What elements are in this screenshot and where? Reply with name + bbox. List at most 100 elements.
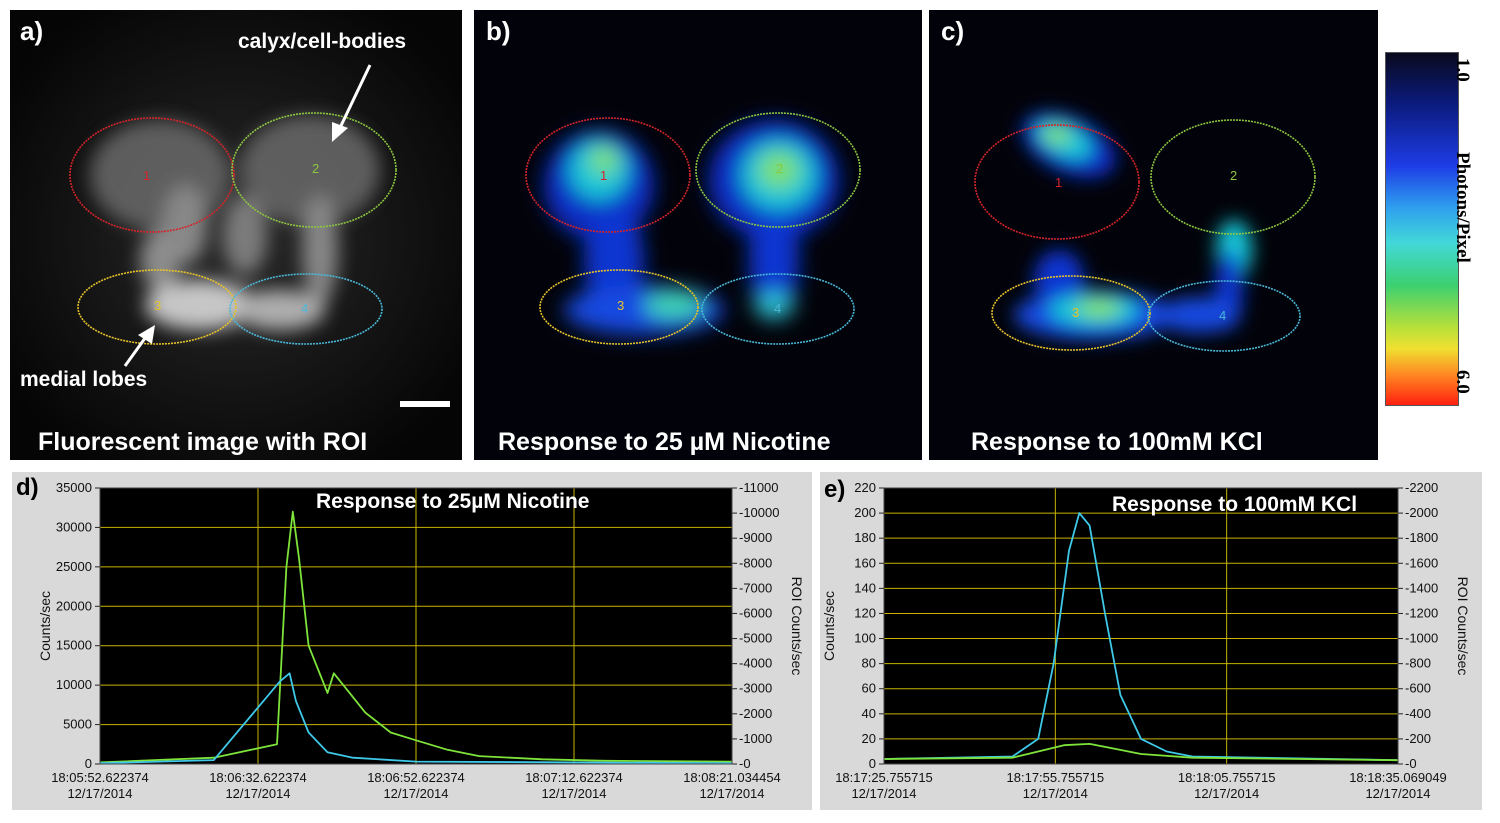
roi-2-label: 2 [776, 161, 783, 176]
series-line-green [99, 510, 733, 764]
roi-2-label: 2 [1230, 168, 1237, 183]
y2-tick-label: -800 [1405, 656, 1431, 671]
series-line-cyan [883, 512, 1399, 762]
y2-tick-label: -2000 [1405, 505, 1438, 520]
chart-d-title: Response to 25µM Nicotine [316, 490, 590, 513]
x-tick-label: 18:08:21.034454 [683, 770, 781, 785]
plot-area [884, 488, 1398, 764]
y2-tick-label: -5000 [739, 631, 772, 646]
x-tick-date: 12/17/2014 [1365, 786, 1430, 801]
annotation-medial-lobes: medial lobes [20, 368, 148, 391]
panel-label-b: b) [486, 16, 511, 46]
y-tick-label: 140 [854, 580, 876, 595]
y-tick-label: 80 [862, 656, 876, 671]
roi-1-label: 1 [600, 168, 607, 183]
x-tick-label: 18:07:12.622374 [525, 770, 623, 785]
y-tick-label: 0 [869, 756, 876, 771]
x-tick-label: 18:17:25.755715 [835, 770, 933, 785]
colorbar-gradient [1385, 52, 1459, 406]
roi-3-label: 3 [1072, 305, 1079, 320]
kcl-response-image: 1 2 3 4 [929, 10, 1378, 460]
y2-tick-label: -600 [1405, 681, 1431, 696]
roi-2-label: 2 [312, 161, 319, 176]
roi-4-label: 4 [301, 301, 308, 316]
y2-tick-label: -1000 [1405, 631, 1438, 646]
y2-tick-label: -400 [1405, 706, 1431, 721]
y-tick-label: 20000 [56, 598, 92, 613]
y-tick-label: 0 [85, 756, 92, 771]
chart-e: 0 20 40 60 80 100 120 140 160 180 200 220 -0 -200 -400… [820, 472, 1482, 810]
x-tick-date: 12/17/2014 [541, 786, 606, 801]
colorbar-top-tick: 1.0 [1452, 58, 1473, 82]
annotation-calyx: calyx/cell-bodies [238, 30, 407, 53]
y2-tick-label: -4000 [739, 656, 772, 671]
chart-d-label: d) [16, 474, 39, 501]
panel-c: 1 2 3 4 c) Response to 100mM KCl [929, 10, 1378, 460]
x-tick-date: 12/17/2014 [1194, 786, 1259, 801]
panel-label-c: c) [941, 16, 965, 46]
y-axis-label: Counts/sec [37, 591, 53, 661]
x-tick-date: 12/17/2014 [851, 786, 916, 801]
x-tick-date: 12/17/2014 [383, 786, 448, 801]
y-tick-label: 160 [854, 555, 876, 570]
y2-tick-label: -8000 [739, 555, 772, 570]
x-tick-label: 18:05:52.622374 [51, 770, 149, 785]
y-tick-label: 25000 [56, 559, 92, 574]
y2-tick-label: -1800 [1405, 530, 1438, 545]
y2-tick-label: -2200 [1405, 480, 1438, 495]
y-tick-label: 15000 [56, 638, 92, 653]
panel-label-a: a) [20, 16, 44, 46]
caption-c: Response to 100mM KCl [971, 428, 1263, 456]
panel-a: 1 2 3 4 a) calyx/cell-bodies medial lobe… [10, 10, 462, 460]
series-line-cyan [99, 672, 733, 765]
roi-4-label: 4 [774, 301, 781, 316]
roi-3-label: 3 [154, 298, 161, 313]
y2-tick-label: -0 [739, 756, 751, 771]
y2-tick-label: -200 [1405, 731, 1431, 746]
caption-a: Fluorescent image with ROI [38, 428, 368, 456]
plot-frame [99, 487, 733, 765]
x-tick-label: 18:17:55.755715 [1007, 770, 1105, 785]
x-tick-label: 18:18:35.069049 [1349, 770, 1447, 785]
scale-bar [400, 401, 450, 407]
chart-d-svg: 0 5000 10000 15000 20000 25000 30000 35000 -0 -10… [37, 480, 805, 801]
y2-tick-label: -1000 [739, 731, 772, 746]
x-tick-label: 18:18:05.755715 [1178, 770, 1276, 785]
y2-tick-label: -1400 [1405, 580, 1438, 595]
arrow-bottom [123, 325, 155, 367]
nicotine-response-image: 1 2 3 4 [474, 10, 922, 460]
arrow-top [332, 64, 372, 142]
y-tick-label: 120 [854, 605, 876, 620]
colorbar: 1.0 Photons/Pixel 6.0 [1385, 52, 1485, 406]
chart-e-title: Response to 100mM KCl [1112, 493, 1358, 516]
y2-tick-label: -10000 [739, 505, 779, 520]
x-tick-date: 12/17/2014 [225, 786, 290, 801]
chart-e-svg: 0 20 40 60 80 100 120 140 160 180 200 220 -0 -200 -400… [821, 480, 1471, 801]
y2-axis-label: ROI Counts/sec [789, 577, 805, 676]
fluorescent-image: 1 2 3 4 [10, 10, 462, 460]
x-tick-date: 12/17/2014 [699, 786, 764, 801]
chart-d: 0 5000 10000 15000 20000 25000 30000 35000 -0 -10… [12, 472, 812, 810]
y-tick-label: 10000 [56, 677, 92, 692]
y-tick-label: 30000 [56, 519, 92, 534]
y2-tick-label: -1600 [1405, 555, 1438, 570]
y2-tick-label: -0 [1405, 756, 1417, 771]
y-tick-label: 40 [862, 706, 876, 721]
series-line-green [883, 742, 1399, 762]
y-axis-label: Counts/sec [821, 591, 837, 661]
caption-b: Response to 25 µM Nicotine [498, 428, 831, 456]
x-tick-date: 12/17/2014 [1023, 786, 1088, 801]
y2-tick-label: -11000 [739, 480, 779, 495]
roi-3-label: 3 [617, 298, 624, 313]
chart-e-label: e) [824, 476, 846, 503]
y2-tick-label: -9000 [739, 530, 772, 545]
x-tick-date: 12/17/2014 [67, 786, 132, 801]
roi-1-label: 1 [143, 168, 150, 183]
colorbar-bottom-tick: 6.0 [1452, 370, 1473, 394]
roi-1-label: 1 [1055, 175, 1062, 190]
y-tick-label: 35000 [56, 480, 92, 495]
plot-frame [883, 487, 1399, 765]
y-tick-label: 20 [862, 731, 876, 746]
y2-tick-label: -2000 [739, 706, 772, 721]
y2-tick-label: -6000 [739, 605, 772, 620]
